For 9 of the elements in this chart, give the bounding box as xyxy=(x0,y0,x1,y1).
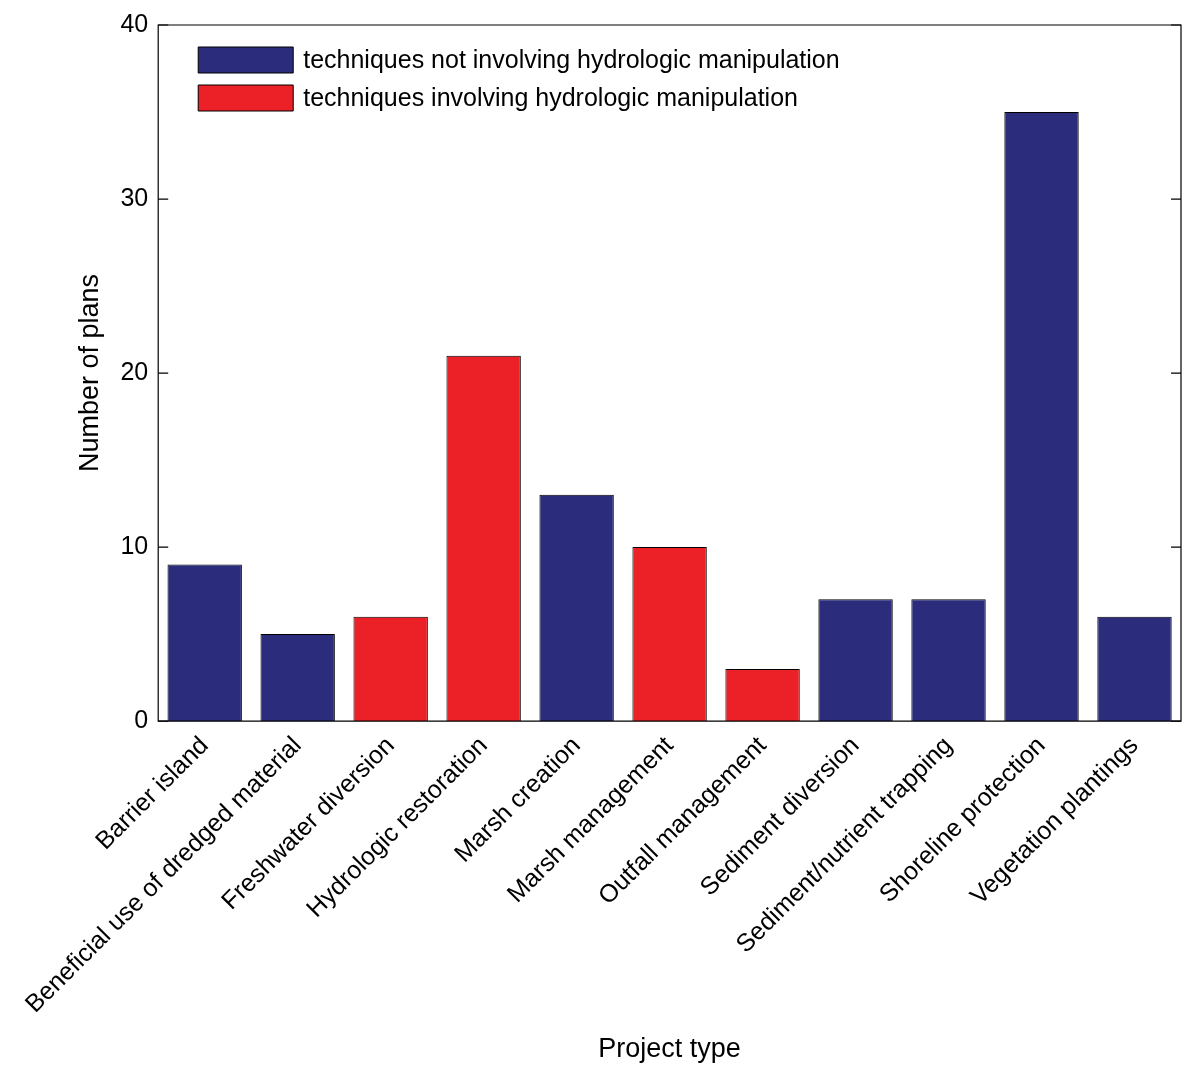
y-tick-label: 30 xyxy=(120,182,149,211)
y-tick-label: 40 xyxy=(120,8,149,37)
x-axis-title: Project type xyxy=(598,1033,741,1064)
y-tick-label: 20 xyxy=(120,356,149,385)
y-tick-label: 10 xyxy=(120,530,149,559)
y-tick-label: 0 xyxy=(134,704,149,733)
y-axis-title: Number of plans xyxy=(73,273,104,473)
legend-label: techniques involving hydrologic manipulation xyxy=(303,82,798,111)
legend-label: techniques not involving hydrologic manipulation xyxy=(303,44,840,73)
